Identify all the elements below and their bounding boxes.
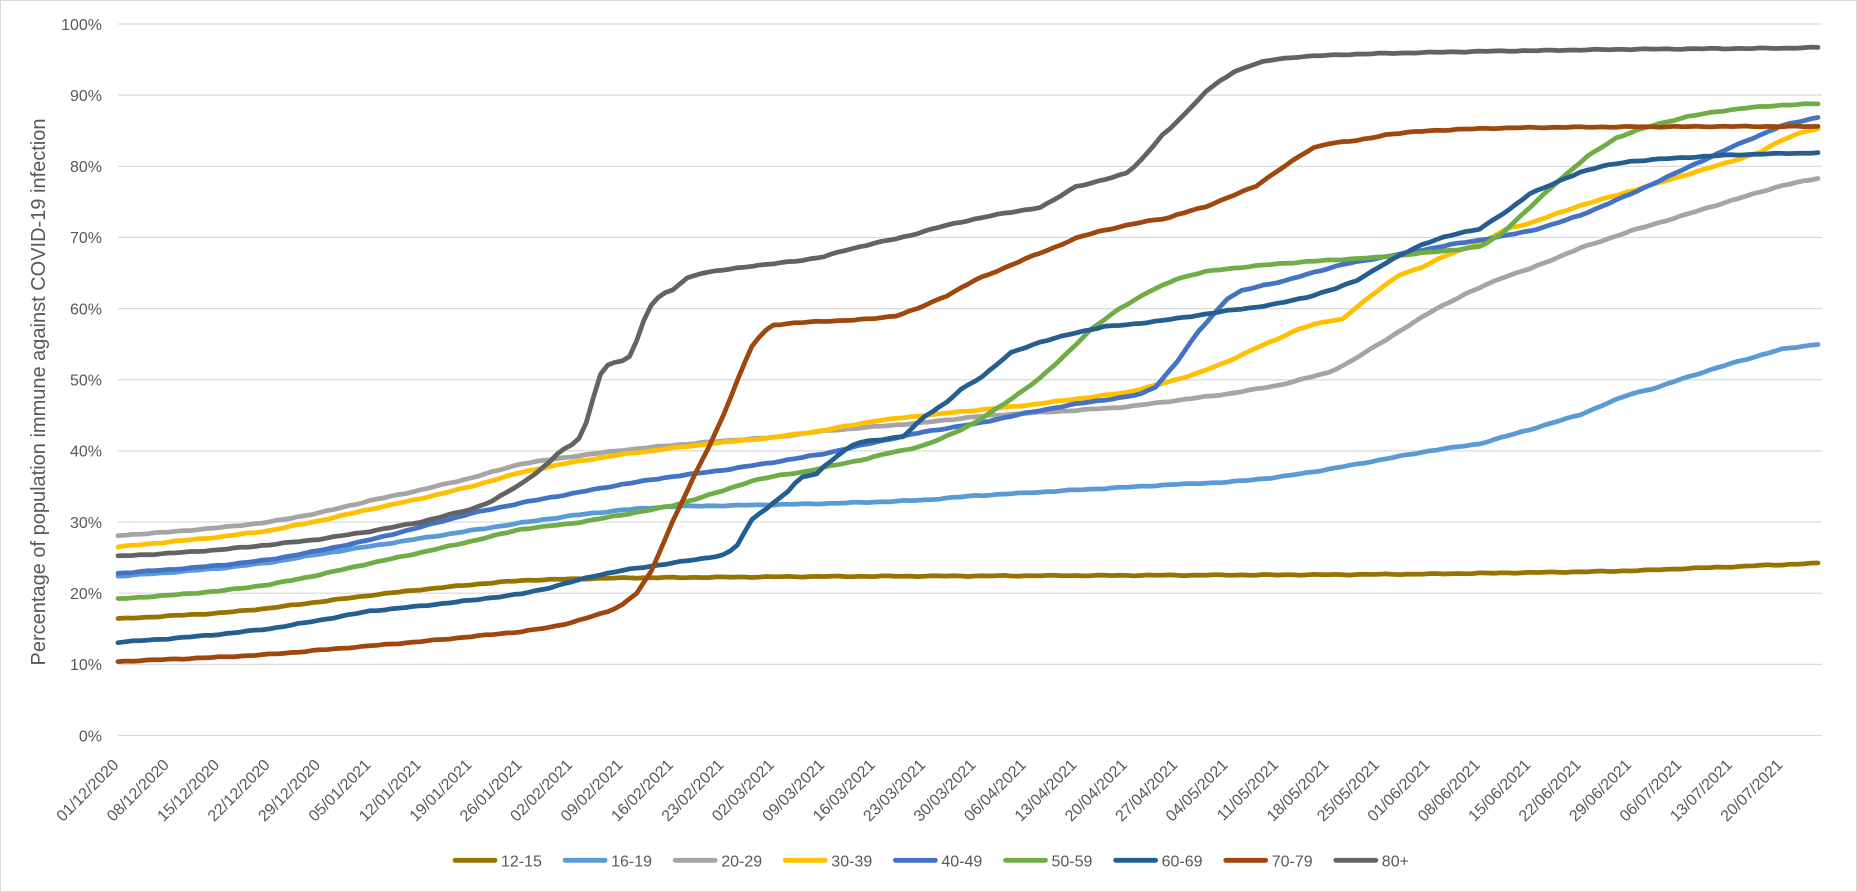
svg-text:60%: 60%	[70, 301, 102, 318]
svg-text:100%: 100%	[61, 17, 102, 34]
svg-text:70-79: 70-79	[1272, 853, 1313, 870]
svg-text:50%: 50%	[70, 373, 102, 390]
svg-text:90%: 90%	[70, 88, 102, 105]
svg-text:12-15: 12-15	[501, 853, 542, 870]
svg-text:70%: 70%	[70, 230, 102, 247]
svg-text:80%: 80%	[70, 159, 102, 176]
svg-text:20-29: 20-29	[721, 853, 762, 870]
svg-text:10%: 10%	[70, 657, 102, 674]
svg-text:30%: 30%	[70, 515, 102, 532]
svg-text:16-19: 16-19	[611, 853, 652, 870]
svg-text:20%: 20%	[70, 586, 102, 603]
svg-text:Percentage of population immun: Percentage of population immune against …	[28, 119, 50, 666]
svg-text:80+: 80+	[1382, 853, 1409, 870]
svg-text:40-49: 40-49	[941, 853, 982, 870]
svg-text:40%: 40%	[70, 444, 102, 461]
svg-text:30-39: 30-39	[831, 853, 872, 870]
svg-text:60-69: 60-69	[1162, 853, 1203, 870]
svg-text:0%: 0%	[79, 728, 102, 745]
svg-text:50-59: 50-59	[1052, 853, 1093, 870]
